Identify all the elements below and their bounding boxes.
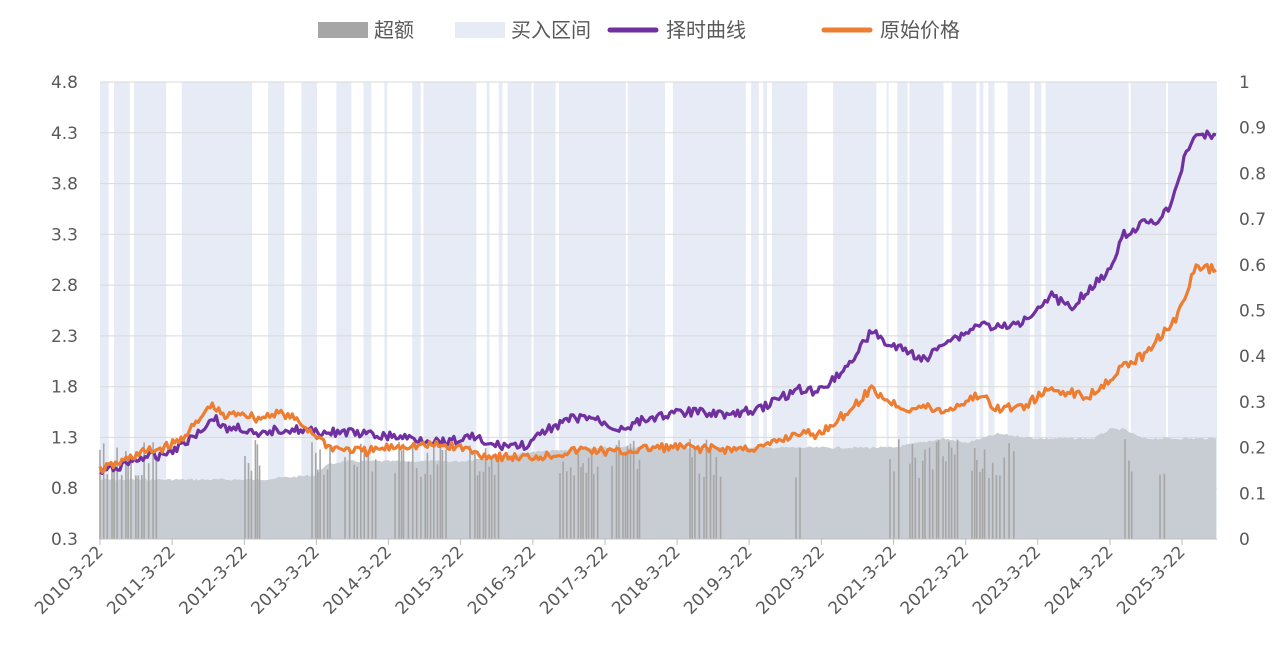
buy-interval-band — [507, 82, 532, 539]
buy-interval-band — [886, 82, 889, 539]
buy-interval-band — [763, 82, 767, 539]
x-tick-label: 2021-3-22 — [825, 542, 901, 618]
x-tick-label: 2015-3-22 — [392, 542, 468, 618]
legend-swatch[interactable] — [455, 22, 505, 38]
y-right-tick-label: 0.4 — [1239, 347, 1266, 367]
legend-label[interactable]: 原始价格 — [880, 18, 960, 42]
x-tick-label: 2016-3-22 — [464, 542, 540, 618]
x-tick-label: 2012-3-22 — [176, 542, 252, 618]
buy-interval-band — [384, 82, 388, 539]
buy-interval-band — [301, 82, 317, 539]
y-left-tick-label: 4.8 — [51, 73, 78, 93]
y-right-tick-label: 0.3 — [1239, 393, 1266, 413]
x-tick-label: 2024-3-22 — [1041, 542, 1117, 618]
buy-interval-band — [897, 82, 908, 539]
buy-interval-band — [1007, 82, 1030, 539]
y-right-tick-label: 0.6 — [1239, 256, 1266, 276]
series-line — [99, 129, 1217, 475]
y-right-tick-label: 0.7 — [1239, 210, 1266, 230]
y-left-tick-label: 0.8 — [51, 479, 78, 499]
y-right-tick-label: 0.1 — [1239, 484, 1266, 504]
x-tick-label: 2011-3-22 — [103, 542, 179, 618]
y-right-tick-label: 0.9 — [1239, 119, 1266, 139]
x-tick-label: 2013-3-22 — [248, 542, 324, 618]
y-right-tick-label: 0.2 — [1239, 439, 1266, 459]
legend-label[interactable]: 买入区间 — [511, 18, 591, 42]
y-left-tick-label: 4.3 — [51, 124, 78, 144]
buy-interval-band — [486, 82, 490, 539]
y-right-tick-label: 0.5 — [1239, 302, 1266, 322]
series-line — [98, 262, 1217, 474]
legend-label[interactable]: 超额 — [374, 18, 414, 42]
legend-swatch[interactable] — [318, 22, 368, 38]
y-left-tick-label: 2.8 — [51, 276, 78, 296]
buy-interval-band — [336, 82, 352, 539]
excess-area-group — [99, 428, 1216, 539]
y-left-tick-label: 3.8 — [51, 175, 78, 195]
x-tick-label: 2017-3-22 — [536, 542, 612, 618]
buy-interval-band — [363, 82, 372, 539]
x-tick-label: 2023-3-22 — [969, 542, 1045, 618]
y-right-tick-label: 0 — [1239, 530, 1250, 550]
y-left-tick-label: 2.3 — [51, 327, 78, 347]
y-left-tick-label: 3.3 — [51, 225, 78, 245]
y-right-tick-label: 0.8 — [1239, 164, 1266, 184]
series-lines — [98, 129, 1217, 475]
x-tick-label: 2022-3-22 — [897, 542, 973, 618]
buy-interval-band — [412, 82, 421, 539]
buy-interval-band — [268, 82, 285, 539]
legend-label[interactable]: 择时曲线 — [666, 18, 746, 42]
y-right-tick-label: 1 — [1239, 73, 1250, 93]
buy-interval-band — [181, 82, 253, 539]
buy-interval-band — [134, 82, 167, 539]
buy-interval-band — [979, 82, 984, 539]
buy-interval-band — [100, 82, 109, 539]
x-tick-label: 2020-3-22 — [753, 542, 829, 618]
x-tick-label: 2025-3-22 — [1113, 542, 1189, 618]
buy-interval-band — [114, 82, 130, 539]
buy-interval-band — [988, 82, 995, 539]
legend[interactable]: 超额 买入区间 择时曲线 原始价格 — [318, 18, 960, 42]
x-tick-label: 2019-3-22 — [680, 542, 756, 618]
y-left-tick-label: 1.8 — [51, 378, 78, 398]
buy-interval-band — [498, 82, 503, 539]
y-left-tick-label: 1.3 — [51, 428, 78, 448]
x-tick-label: 2018-3-22 — [608, 542, 684, 618]
y-left-tick-label: 0.3 — [51, 530, 78, 550]
x-tick-label: 2014-3-22 — [320, 542, 396, 618]
buy-interval-band — [751, 82, 759, 539]
x-tick-label: 2010-3-22 — [31, 542, 107, 618]
